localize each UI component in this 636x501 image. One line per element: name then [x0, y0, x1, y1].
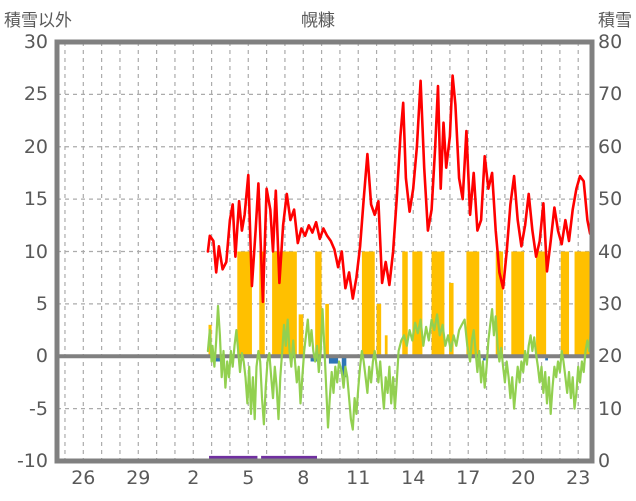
- orange-bar: [448, 282, 454, 357]
- plot-border: [54, 39, 595, 464]
- x-axis-tick-label: 8: [297, 467, 310, 489]
- left-axis-tick-label: 0: [35, 345, 48, 368]
- left-axis-tick-label: 15: [23, 188, 48, 211]
- orange-bar: [466, 251, 480, 357]
- left-axis-tick-label: 20: [23, 135, 48, 158]
- orange-bar: [325, 303, 329, 357]
- x-axis-tick-label: 11: [346, 467, 371, 489]
- right-axis-tick-label: 60: [598, 135, 623, 158]
- x-axis-tick-label: 23: [566, 467, 591, 489]
- chart-title: 幌糠: [301, 11, 335, 31]
- orange-bar: [511, 251, 525, 357]
- x-axis-tick-label: 14: [401, 467, 426, 489]
- left-axis-tick-label: 25: [23, 83, 48, 106]
- left-axis-title: 積雪以外: [4, 11, 72, 31]
- x-axis-tick-label: 5: [242, 467, 255, 489]
- orange-bar: [376, 303, 382, 357]
- blue-bar: [545, 356, 548, 361]
- right-axis-tick-label: 80: [598, 31, 623, 53]
- right-axis-tick-label: 40: [598, 240, 623, 263]
- orange-bar: [259, 251, 265, 357]
- x-axis-tick-label: 20: [511, 467, 536, 489]
- x-axis-tick-label: 26: [71, 467, 96, 489]
- right-axis-tick-label: 0: [598, 450, 611, 472]
- left-axis-tick-label: 10: [23, 240, 48, 263]
- right-axis-tick-label: 20: [598, 345, 623, 368]
- right-axis-tick-label: 70: [598, 83, 623, 106]
- orange-bar: [298, 314, 304, 357]
- orange-bar: [431, 251, 445, 357]
- x-axis-tick-label: 17: [456, 467, 481, 489]
- red-line: [206, 74, 592, 304]
- orange-bar: [495, 251, 504, 357]
- x-axis-tick-label: 2: [187, 467, 200, 489]
- right-axis-title: 積雪: [598, 11, 632, 31]
- right-axis-tick-label: 10: [598, 397, 623, 420]
- orange-bar: [560, 251, 570, 357]
- right-axis-tick-label: 50: [598, 188, 623, 211]
- orange-bar: [384, 335, 388, 357]
- orange-bar: [536, 251, 547, 357]
- blue-bar: [215, 356, 223, 362]
- orange-bar: [412, 251, 423, 357]
- blue-bar: [328, 356, 339, 364]
- blue-bar: [341, 356, 347, 378]
- green-line: [206, 304, 593, 431]
- orange-bar: [237, 251, 252, 357]
- x-axis-tick-label: 29: [126, 467, 151, 489]
- orange-bar: [402, 251, 408, 357]
- orange-bar: [361, 251, 375, 357]
- left-axis-tick-label: -5: [29, 397, 48, 420]
- right-axis-tick-label: 30: [598, 292, 623, 315]
- orange-bar: [315, 251, 322, 357]
- left-axis-tick-label: 5: [35, 292, 48, 315]
- left-axis-tick-label: -10: [16, 450, 48, 472]
- blue-bar: [482, 356, 486, 361]
- orange-bar: [574, 251, 592, 357]
- left-axis-tick-label: 30: [23, 31, 48, 53]
